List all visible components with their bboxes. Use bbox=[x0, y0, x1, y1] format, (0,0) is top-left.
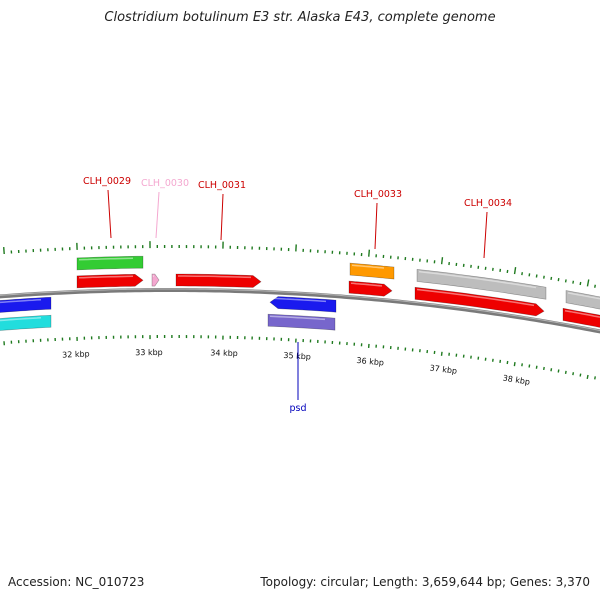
scale-label: 37 kbp bbox=[429, 363, 457, 375]
outer-tick bbox=[557, 278, 560, 282]
gene-clh-0033-category-highlight bbox=[351, 264, 385, 269]
gene-label-leader bbox=[374, 202, 378, 250]
gene-clh-0034 bbox=[414, 286, 545, 317]
gene-label: CLH_0031 bbox=[198, 180, 246, 191]
gene-psd-category-highlight bbox=[269, 315, 326, 321]
outer-tick bbox=[579, 281, 582, 286]
gene-clh-0029 bbox=[76, 273, 144, 289]
genome-summary-text: Topology: circular; Length: 3,659,644 bp… bbox=[260, 575, 590, 589]
gene-clh-0035-category bbox=[565, 290, 600, 310]
inner-tick bbox=[586, 374, 589, 380]
inner-tick bbox=[564, 370, 567, 374]
gene-clh-0034-highlight bbox=[416, 288, 535, 307]
gene-label-leader bbox=[483, 211, 488, 259]
gene-clh-0030 bbox=[151, 273, 160, 287]
outer-tick bbox=[440, 257, 444, 265]
gene-clh-0031 bbox=[175, 273, 262, 288]
scale-label: 34 kbp bbox=[210, 348, 238, 358]
outer-tick bbox=[594, 284, 596, 288]
gene-reverse-left-category bbox=[0, 314, 52, 331]
gene-clh-0031-highlight bbox=[178, 275, 252, 279]
gene-label-leader bbox=[107, 189, 112, 239]
gene-clh-0033-highlight bbox=[350, 282, 383, 287]
inner-tick bbox=[594, 376, 596, 380]
gene-clh-0029-category-highlight bbox=[78, 257, 134, 261]
gene-clh-0035-highlight bbox=[564, 309, 600, 318]
gene-reverse-left-highlight bbox=[0, 298, 42, 304]
scale-label: 38 kbp bbox=[502, 374, 531, 387]
outer-tick bbox=[513, 267, 517, 275]
gene-psd-highlight bbox=[271, 297, 327, 303]
outer-tick bbox=[572, 280, 575, 284]
gene-label: CLH_0034 bbox=[464, 198, 512, 209]
gene-psd-category bbox=[267, 313, 336, 331]
gene-clh-0034-category bbox=[416, 269, 547, 300]
outer-tick bbox=[3, 246, 5, 255]
inner-tick bbox=[513, 362, 516, 367]
inner-tick bbox=[579, 373, 582, 377]
gene-label: CLH_0030 bbox=[141, 178, 189, 189]
genome-backbone-highlight bbox=[0, 288, 600, 331]
gene-clh-0029-highlight bbox=[78, 275, 134, 279]
gene-clh-0035-category-highlight bbox=[567, 292, 600, 300]
accession-text: Accession: NC_010723 bbox=[8, 575, 145, 589]
outer-tick bbox=[564, 279, 567, 283]
inner-tick bbox=[572, 372, 575, 376]
inner-tick bbox=[557, 369, 560, 373]
gene-psd bbox=[269, 296, 337, 313]
gene-clh-0033 bbox=[348, 280, 393, 297]
scale-label: 36 kbp bbox=[356, 356, 384, 367]
genome-backbone bbox=[0, 287, 600, 334]
genome-title: Clostridium botulinum E3 str. Alaska E43… bbox=[104, 10, 496, 25]
outer-tick bbox=[368, 249, 371, 257]
gene-label: psd bbox=[289, 403, 306, 414]
inner-tick bbox=[550, 368, 553, 372]
gene-label-leader bbox=[220, 193, 224, 241]
gene-clh-0029-category bbox=[76, 255, 144, 271]
gene-clh-0033-category bbox=[349, 262, 395, 280]
gene-label: CLH_0033 bbox=[354, 189, 402, 200]
gene-clh-0034-category-highlight bbox=[418, 270, 537, 289]
scale-label: 32 kbp bbox=[62, 349, 90, 359]
gene-reverse-left bbox=[0, 296, 52, 313]
outer-tick bbox=[586, 279, 590, 287]
scale-label: 35 kbp bbox=[283, 351, 311, 362]
scale-label: 33 kbp bbox=[135, 348, 163, 357]
gene-clh-0035 bbox=[562, 307, 600, 328]
gene-reverse-left-category-highlight bbox=[0, 316, 42, 322]
gene-label-leader bbox=[155, 191, 160, 239]
gene-label: CLH_0029 bbox=[83, 176, 131, 187]
inner-tick bbox=[543, 366, 545, 371]
